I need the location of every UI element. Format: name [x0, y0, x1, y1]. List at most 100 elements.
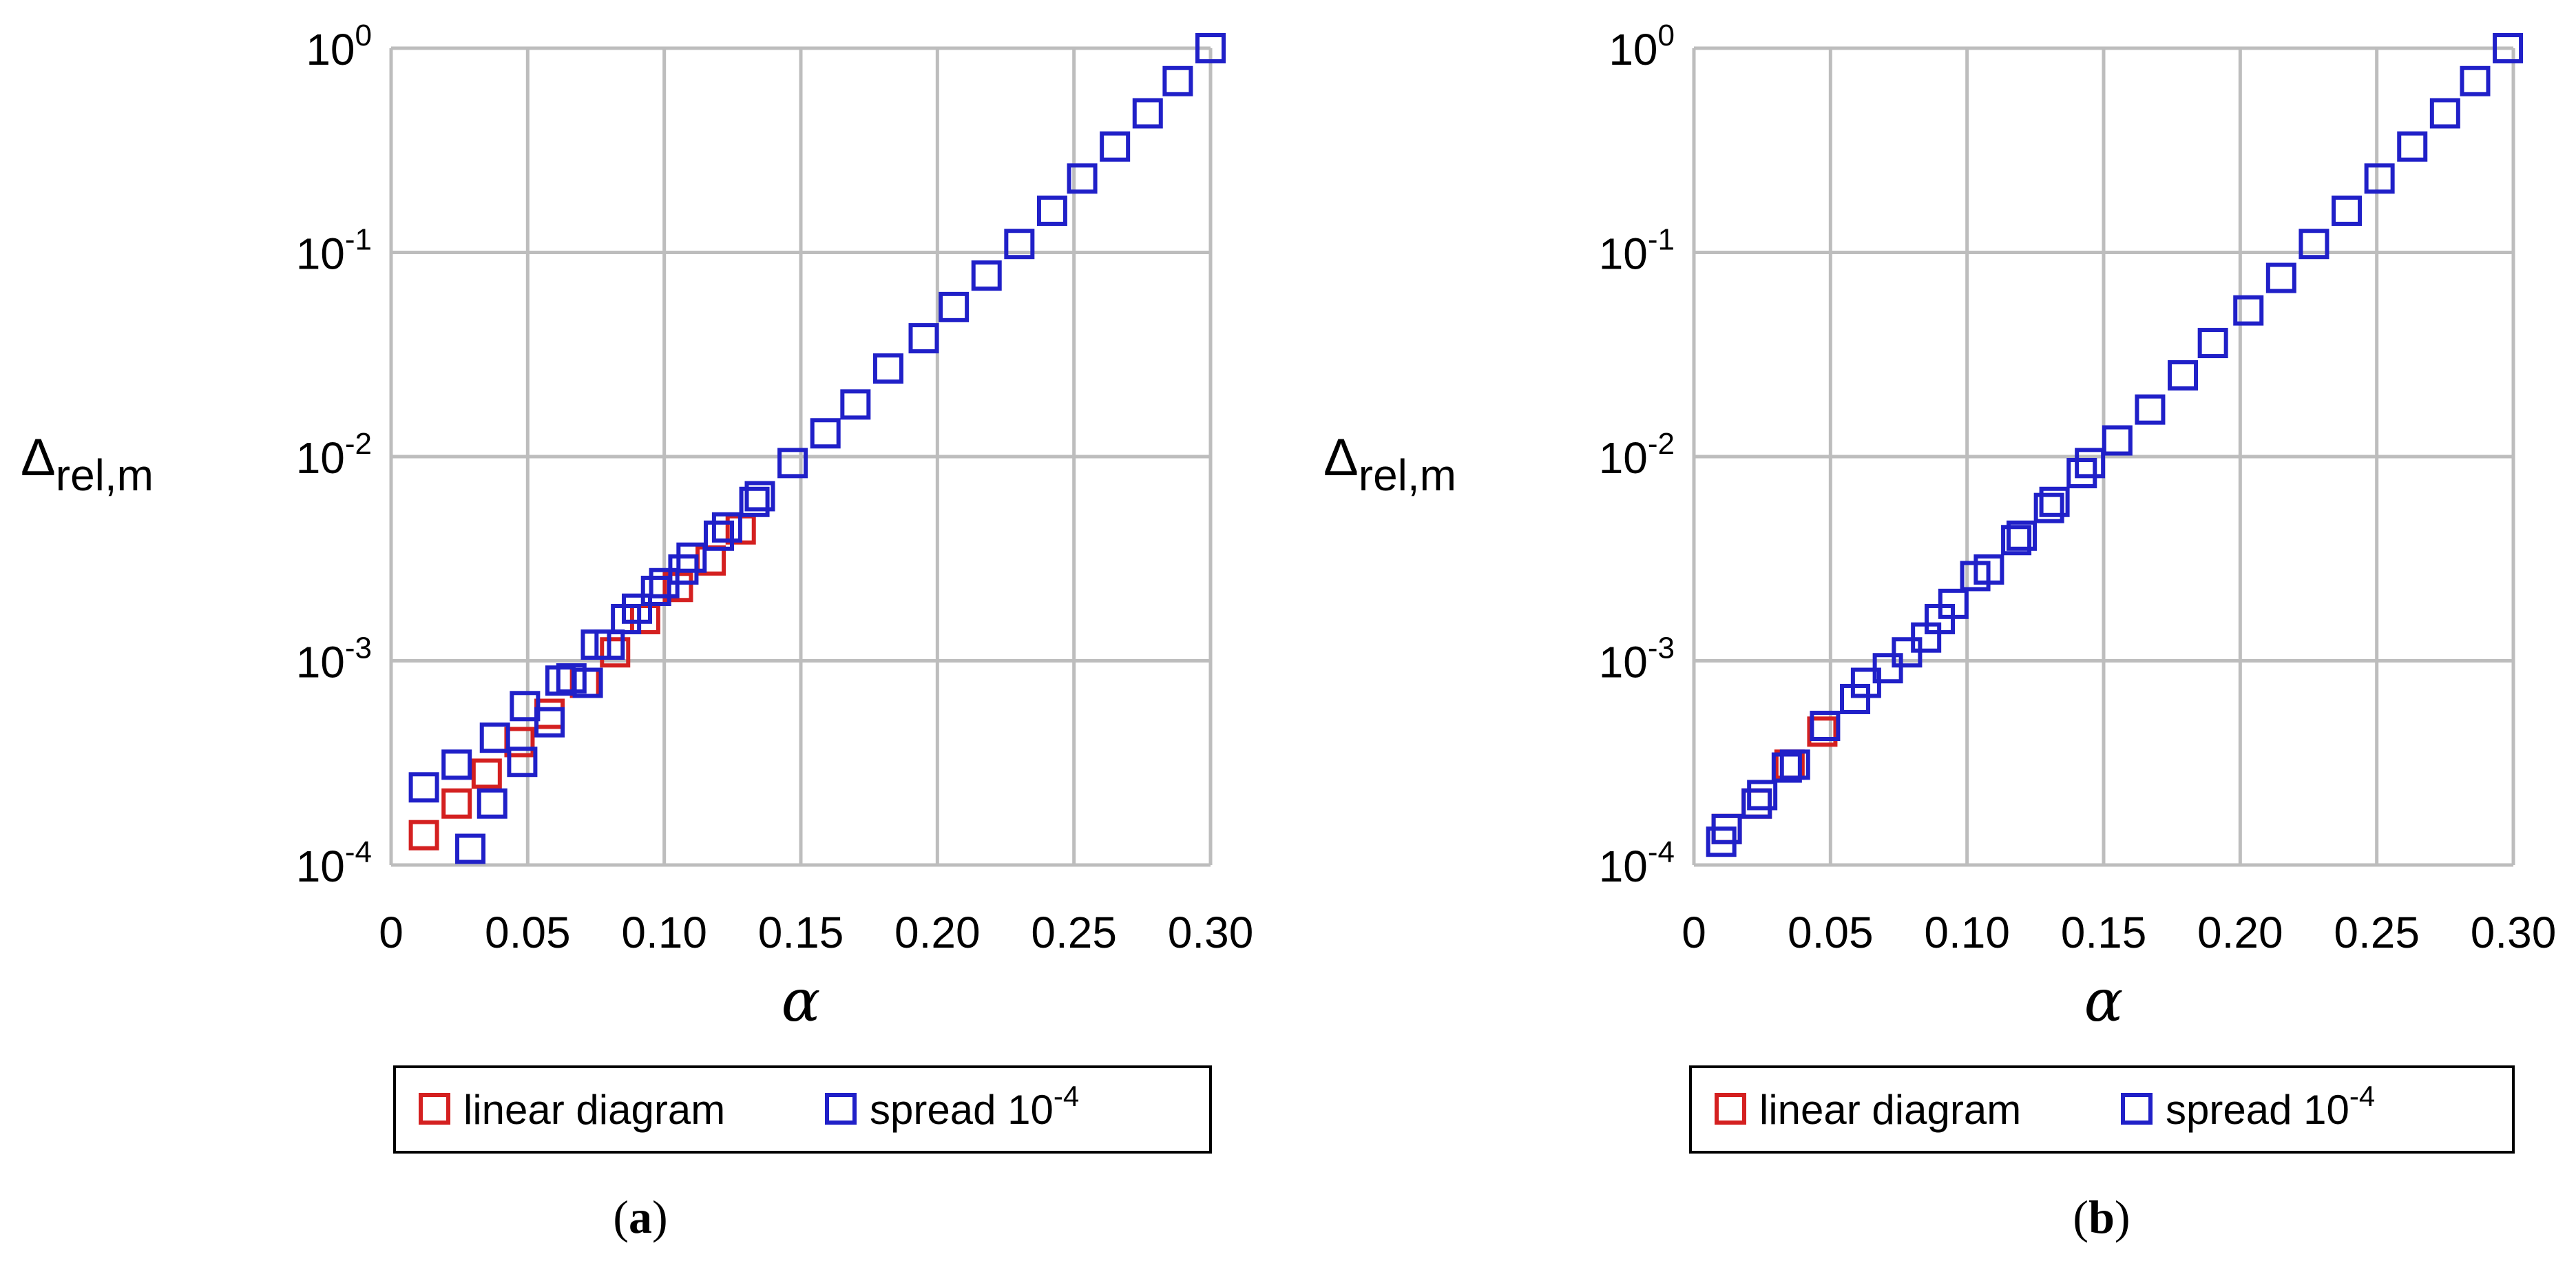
data-point-spread	[408, 772, 439, 803]
y-tick-exponent: -2	[345, 427, 372, 461]
y-tick-label: 10-1	[296, 223, 372, 279]
x-tick-label: 0.10	[1924, 908, 2010, 957]
data-point-spread	[479, 722, 510, 753]
data-point-spread	[2039, 486, 2070, 517]
data-point-spread	[2493, 33, 2524, 63]
x-tick-label: 0.20	[2197, 908, 2283, 957]
legend-marker-spread	[825, 1093, 857, 1125]
legend: linear diagram spread 10-4	[1689, 1065, 2515, 1154]
x-tick-label: 0.25	[2334, 908, 2420, 957]
data-point-spread	[1067, 163, 1098, 194]
data-point-spread	[704, 520, 734, 551]
legend-label-text: linear diagram	[463, 1087, 725, 1133]
y-tick-base: 10	[1599, 638, 1648, 687]
x-tick-label: 0.30	[1168, 908, 1254, 957]
data-point-linear	[629, 603, 660, 634]
legend-label: spread 10-4	[870, 1080, 1079, 1133]
data-point-linear	[1807, 716, 1838, 747]
y-tick-base: 10	[296, 229, 345, 279]
data-point-spread	[2197, 328, 2228, 359]
x-tick-label: 0	[379, 908, 404, 957]
panel-b: 0 0.05 0.10 0.15 0.20 0.25 0.3010-410-310-210-…	[1323, 19, 2556, 1243]
data-point-spread	[971, 260, 1002, 291]
y-tick-base: 10	[296, 638, 345, 687]
y-tick-base: 10	[296, 433, 345, 483]
y-tick-exponent: -1	[345, 223, 372, 257]
data-point-spread	[510, 691, 541, 722]
y-axis-label-main: Δ	[21, 428, 56, 487]
caption-close-paren: )	[2115, 1191, 2130, 1243]
data-point-spread	[2429, 98, 2460, 129]
y-tick-label: 10-4	[296, 835, 372, 891]
data-point-spread	[2075, 448, 2106, 479]
x-tick-label: 0.15	[2061, 908, 2147, 957]
y-tick-base: 10	[1599, 433, 1648, 483]
y-tick-label: 100	[1609, 19, 1675, 74]
data-point-spread	[939, 291, 970, 322]
data-point-linear	[441, 788, 472, 819]
y-tick-exponent: -3	[345, 632, 372, 665]
data-point-spread	[2007, 520, 2037, 551]
data-point-spread	[1771, 752, 1802, 783]
data-point-spread	[2135, 394, 2166, 425]
data-point-spread	[777, 448, 808, 479]
y-axis-label: Δrel,m	[21, 428, 154, 500]
legend-marker-linear	[419, 1093, 450, 1125]
y-tick-exponent: -4	[1648, 835, 1675, 869]
x-tick-label: 0	[1682, 908, 1706, 957]
data-point-spread	[840, 389, 871, 420]
data-point-spread	[2332, 195, 2363, 226]
legend-label: spread 10-4	[2166, 1080, 2375, 1133]
data-point-spread	[1004, 229, 1035, 260]
data-point-spread	[1779, 749, 1810, 780]
panel-a: 0 0.05 0.10 0.15 0.20 0.25 0.3010-410-310-210-…	[21, 19, 1253, 1243]
y-tick-label: 10-3	[296, 632, 372, 687]
panel-caption: (b)	[2073, 1191, 2130, 1243]
data-point-spread	[739, 486, 770, 517]
data-point-spread	[2265, 262, 2296, 293]
y-tick-exponent: -1	[1648, 223, 1675, 257]
data-point-spread	[1100, 131, 1131, 162]
x-axis-label: α	[2084, 967, 2124, 1034]
data-point-spread	[810, 418, 841, 449]
x-tick-label: 0.30	[2471, 908, 2557, 957]
y-tick-exponent: 0	[355, 19, 372, 52]
data-point-spread	[441, 749, 472, 780]
y-axis-label: Δrel,m	[1323, 428, 1456, 500]
y-axis-label-subscript: rel,m	[56, 450, 154, 500]
data-point-spread	[1840, 683, 1871, 714]
data-point-spread	[676, 542, 707, 573]
y-tick-label: 10-4	[1599, 835, 1675, 891]
legend-label-text: spread 10	[2166, 1087, 2349, 1133]
data-point-spread	[2364, 163, 2395, 194]
data-point-spread	[534, 707, 565, 738]
x-tick-label: 0.10	[621, 908, 707, 957]
caption-panel-letter: a	[629, 1191, 652, 1243]
data-point-spread	[1872, 653, 1903, 684]
data-point-spread	[1741, 788, 1772, 819]
data-point-spread	[2168, 360, 2199, 391]
y-axis-label-main: Δ	[1323, 428, 1359, 487]
panel-caption: (a)	[613, 1191, 667, 1243]
data-point-spread	[2298, 229, 2329, 260]
caption-open-paren: (	[2073, 1191, 2088, 1243]
data-point-linear	[408, 820, 439, 851]
data-point-spread	[556, 663, 587, 694]
legend-label-superscript: -4	[1054, 1080, 1079, 1112]
x-tick-label: 0.05	[1788, 908, 1874, 957]
data-point-spread	[2233, 295, 2264, 326]
data-point-spread	[1938, 588, 1969, 619]
legend-label: linear diagram	[1759, 1087, 2021, 1133]
legend-label-text: linear diagram	[1759, 1087, 2021, 1133]
data-point-spread	[622, 593, 652, 624]
data-point-spread	[2460, 65, 2491, 96]
data-point-spread	[455, 833, 486, 864]
y-tick-label: 100	[306, 19, 372, 74]
data-point-spread	[572, 667, 603, 698]
data-point-spread	[507, 747, 538, 778]
data-point-spread	[1195, 33, 1226, 63]
legend-marker-spread	[2121, 1093, 2153, 1125]
caption-open-paren: (	[613, 1191, 629, 1243]
y-tick-label: 10-1	[1599, 223, 1675, 279]
data-point-spread	[594, 629, 625, 660]
